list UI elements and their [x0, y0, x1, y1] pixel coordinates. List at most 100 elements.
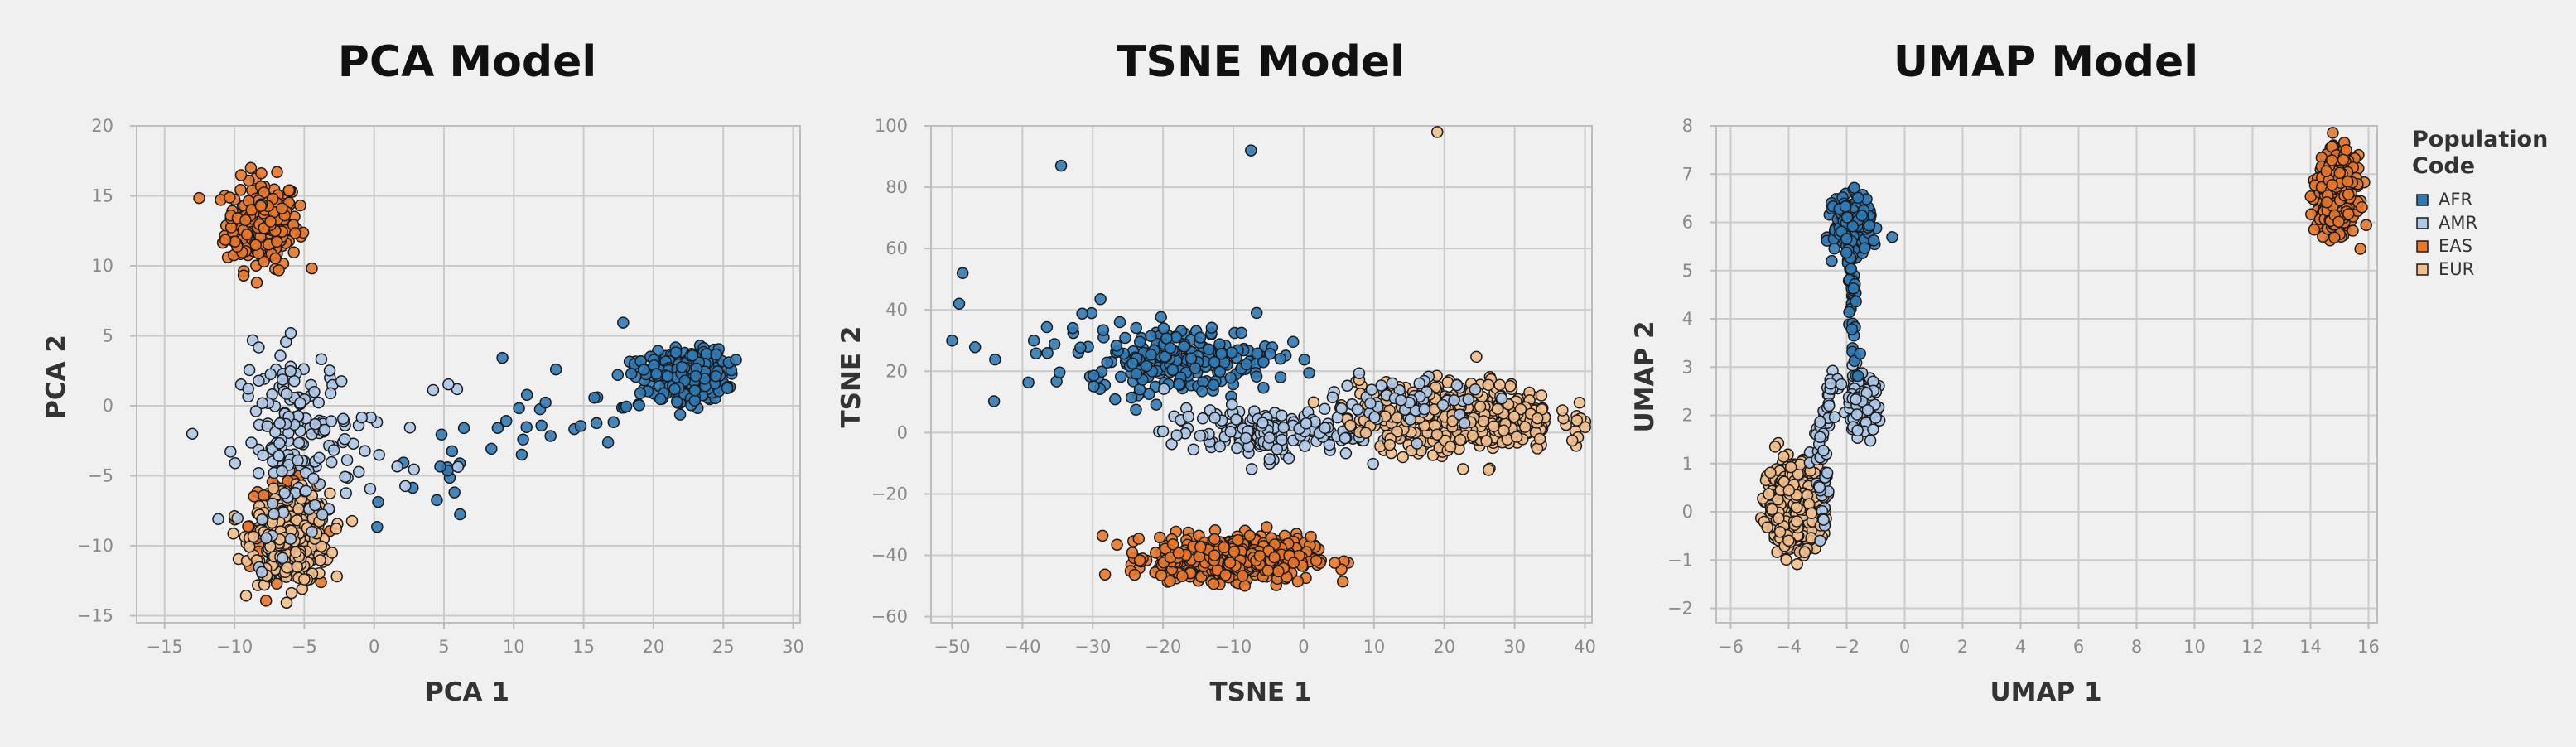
- tsne-point-afr: [1130, 321, 1142, 335]
- pca-point-eas: [271, 166, 283, 179]
- pca-point-amr: [352, 465, 365, 479]
- umap-point-eur: [1784, 460, 1797, 474]
- umap-ytick-label: 0: [1682, 502, 1693, 522]
- tsne-ytick-label: 80: [885, 177, 908, 197]
- umap-point-afr: [1826, 254, 1838, 267]
- umap-ytick-label: 5: [1682, 261, 1693, 281]
- tsne-point-afr: [1173, 378, 1185, 391]
- tsne-point-afr: [1130, 368, 1143, 380]
- umap-point-eur: [1780, 553, 1792, 566]
- umap-point-afr: [1851, 191, 1864, 205]
- tsne-point-afr: [1274, 352, 1287, 365]
- umap-xtick-label: −2: [1834, 637, 1860, 657]
- pca-point-amr: [229, 457, 242, 470]
- tsne-point-amr: [1341, 379, 1353, 392]
- pca-point-afr: [457, 422, 470, 435]
- pca-point-amr: [308, 385, 321, 398]
- umap-point-amr: [1813, 481, 1826, 494]
- tsne-point-amr: [1299, 440, 1311, 452]
- umap-point-eur: [1782, 484, 1796, 497]
- umap-point-eur: [1773, 525, 1787, 538]
- tsne-point-afr: [1126, 357, 1139, 370]
- umap-ytick-label: 4: [1682, 309, 1693, 329]
- umap-point-amr: [1864, 434, 1877, 447]
- tsne-point-afr: [1213, 365, 1227, 378]
- tsne-point-eur: [1535, 389, 1548, 402]
- umap-point-eur: [1805, 507, 1818, 520]
- tsne-point-afr: [1041, 347, 1054, 359]
- tsne-point-afr: [1240, 358, 1253, 371]
- pca-point-afr: [574, 420, 587, 432]
- tsne-point-eas: [1176, 570, 1189, 582]
- tsne-point-afr: [1196, 385, 1208, 398]
- tsne-point-eas: [1098, 568, 1112, 581]
- pca-point-eas: [237, 269, 250, 282]
- tsne-point-eur: [1480, 435, 1493, 447]
- pca-point-afr: [590, 417, 603, 430]
- tsne-point-afr: [1101, 356, 1113, 369]
- umap-point-afr: [1858, 242, 1871, 254]
- tsne-point-afr: [1164, 341, 1177, 354]
- pca-point-afr: [668, 383, 681, 396]
- pca-point-eas: [249, 239, 263, 252]
- umap-point-eas: [2327, 127, 2339, 139]
- pca-point-afr: [491, 422, 504, 434]
- pca-points: [186, 161, 742, 609]
- umap-point-eas: [2356, 200, 2368, 214]
- tsne-point-afr: [1245, 144, 1257, 157]
- tsne-xtick-label: 0: [1298, 637, 1309, 657]
- pca-point-afr: [688, 384, 702, 397]
- tsne-point-amr: [1158, 383, 1170, 395]
- tsne-point-amr: [1156, 425, 1170, 437]
- pca-title: PCA Model: [338, 37, 596, 87]
- pca-ytick-label: −5: [88, 466, 113, 486]
- umap-point-eur: [1768, 441, 1782, 453]
- pca-point-eur: [330, 570, 343, 583]
- umap-point-afr: [1843, 306, 1855, 319]
- umap-point-afr: [1847, 282, 1860, 295]
- pca-point-amr: [325, 415, 338, 427]
- umap-point-amr: [1828, 411, 1841, 423]
- pca-point-amr: [325, 455, 338, 469]
- umap-xtick-label: 14: [2299, 637, 2322, 657]
- pca-point-amr: [276, 374, 289, 386]
- tsne-point-amr: [1436, 398, 1450, 412]
- legend-title-line-2: Code: [2412, 153, 2475, 179]
- tsne-ytick-label: 0: [897, 422, 908, 442]
- pca-xtick-label: 5: [438, 637, 449, 657]
- pca-point-eas: [255, 166, 268, 180]
- pca-point-afr: [499, 415, 513, 427]
- tsne-xtick-label: −30: [1074, 637, 1111, 657]
- legend-swatch-eur: [2416, 263, 2429, 276]
- pca-point-afr: [673, 408, 687, 421]
- pca-point-afr: [588, 391, 601, 404]
- umap-point-eas: [2360, 219, 2372, 231]
- umap-xtick-label: 2: [1957, 637, 1968, 657]
- tsne-point-afr: [1053, 366, 1066, 379]
- tsne-point-amr: [1257, 417, 1269, 429]
- pca-point-amr: [288, 374, 301, 388]
- legend-label-afr: AFR: [2439, 190, 2472, 210]
- tsne-point-amr: [1213, 440, 1226, 453]
- tsne-xtick-label: 20: [1433, 637, 1455, 657]
- pca-point-amr: [284, 365, 297, 378]
- pca-point-amr: [253, 341, 265, 354]
- pca-point-amr: [245, 436, 258, 449]
- umap-point-afr: [1854, 347, 1866, 360]
- umap-point-afr: [1840, 246, 1853, 259]
- pca-ytick-label: 10: [91, 256, 113, 276]
- umap-xtick-label: 0: [1899, 637, 1910, 657]
- pca-point-afr: [607, 416, 620, 429]
- tsne-point-eas: [1261, 564, 1275, 577]
- pca-panel: PCA Model PCA 1 PCA 2 −15 −10 −5 0 5 10 15 20 25…: [41, 37, 804, 707]
- tsne-point-eas: [1243, 529, 1257, 542]
- tsne-ytick-label: −40: [871, 546, 908, 566]
- legend-label-eur: EUR: [2439, 259, 2474, 279]
- tsne-point-amr: [1300, 417, 1313, 430]
- pca-point-amr: [273, 450, 285, 462]
- pca-point-amr: [339, 470, 351, 484]
- umap-point-eur: [1791, 515, 1803, 528]
- umap-ytick-label: 8: [1682, 116, 1693, 136]
- pca-point-eas: [273, 264, 285, 277]
